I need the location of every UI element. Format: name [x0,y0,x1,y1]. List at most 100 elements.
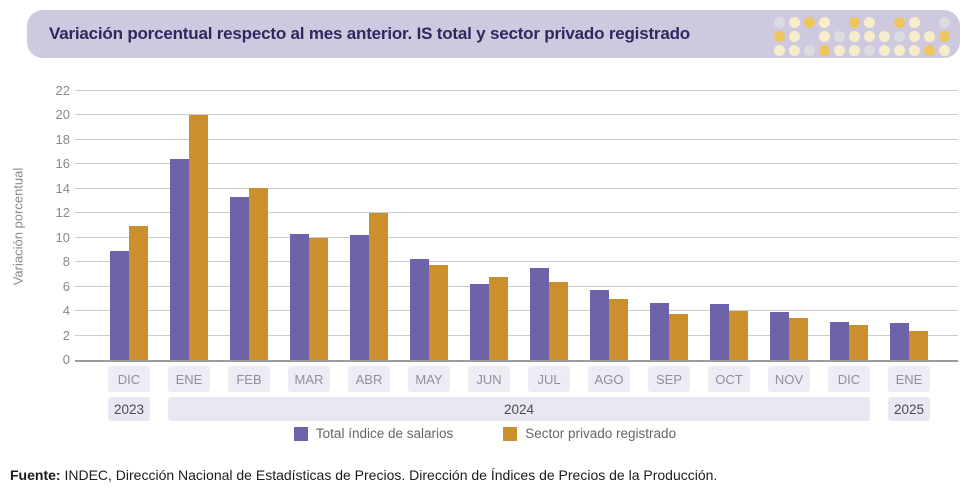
y-tick-18: 18 [55,131,70,147]
y-axis-ticks: 0 2 4 6 8 10 12 14 16 18 20 22 [30,83,70,367]
year-label-2024: 2024 [168,397,870,421]
month-label-sep-9: SEP [648,366,690,392]
y-tick-6: 6 [62,278,70,294]
y-tick-14: 14 [55,180,70,196]
bar-total-nov-11 [770,312,789,360]
gridline-12 [75,212,958,214]
dot-icon [834,45,845,56]
decorative-dots-pattern [774,17,950,56]
bar-privado-may-5 [429,264,448,360]
legend-swatch-total [293,426,308,441]
dot-icon [909,31,920,42]
bar-total-may-5 [410,258,429,360]
y-tick-4: 4 [62,303,70,319]
gridline-4 [75,310,958,312]
dot-icon [864,17,875,28]
month-label-dic-12: DIC [828,366,870,392]
x-axis-baseline [75,360,958,362]
gridline-14 [75,187,958,189]
bar-total-ene-13 [890,323,909,360]
dot-icon [924,17,935,28]
dot-icon [834,31,845,42]
dot-icon [789,17,800,28]
month-label-ene-13: ENE [888,366,930,392]
dot-icon [834,17,845,28]
bar-privado-ago-8 [609,298,628,360]
bar-privado-nov-11 [789,318,808,360]
dot-icon [819,45,830,56]
dot-icon [849,17,860,28]
dot-icon [774,17,785,28]
legend: Total índice de salarios Sector privado … [0,426,970,441]
dot-icon [879,17,890,28]
dot-icon [774,45,785,56]
gridline-6 [75,285,958,287]
x-axis-year-labels: 2023 2024 2025 [0,397,970,421]
dot-icon [939,31,950,42]
legend-label-total: Total índice de salarios [315,426,454,441]
legend-item-privado: Sector privado registrado [503,426,676,441]
dot-icon [819,31,830,42]
y-axis-title: Variación porcentual [10,167,26,286]
dot-icon [909,45,920,56]
dot-icon [789,45,800,56]
gridline-22 [75,90,958,91]
legend-item-total: Total índice de salarios [293,426,454,441]
month-label-abr-4: ABR [348,366,390,392]
month-label-ago-8: AGO [588,366,630,392]
y-tick-10: 10 [55,229,70,245]
bar-total-jul-7 [530,268,549,360]
bar-privado-ene-1 [189,115,208,360]
gridline-18 [75,138,958,140]
dot-icon [819,17,830,28]
month-label-feb-2: FEB [228,366,270,392]
dot-icon [789,31,800,42]
bar-privado-mar-3 [309,237,328,360]
year-label-2025: 2025 [888,397,930,421]
source-label: Fuente: [10,467,61,483]
dot-icon [849,45,860,56]
month-label-nov-11: NOV [768,366,810,392]
dot-icon [774,31,785,42]
bar-total-dic-0 [110,251,129,360]
dot-icon [894,17,905,28]
bar-total-abr-4 [350,235,369,360]
y-tick-20: 20 [55,107,70,123]
dot-icon [864,45,875,56]
y-tick-22: 22 [55,83,70,98]
bar-total-mar-3 [290,234,309,360]
month-label-mar-3: MAR [288,366,330,392]
source-text: INDEC, Dirección Nacional de Estadística… [60,467,718,483]
gridline-10 [75,236,958,238]
bar-privado-oct-10 [729,311,748,360]
x-axis-month-labels: DIC ENE FEB MAR ABR MAY JUN JUL AGO SEP OCT NOV DIC E… [0,366,970,392]
month-label-jul-7: JUL [528,366,570,392]
dot-row-1 [774,31,950,42]
dot-icon [909,17,920,28]
gridline-20 [75,114,958,116]
month-label-dic-0: DIC [108,366,150,392]
bar-total-ene-1 [170,159,189,360]
gridline-16 [75,163,958,165]
bar-privado-dic-0 [129,225,148,360]
bar-total-feb-2 [230,197,249,360]
month-label-may-5: MAY [408,366,450,392]
dot-row-2 [774,45,950,56]
bar-privado-abr-4 [369,213,388,360]
dot-icon [924,45,935,56]
gridline-8 [75,261,958,263]
dot-icon [879,45,890,56]
y-tick-8: 8 [62,254,70,270]
plot-area [75,90,958,362]
bar-total-dic-12 [830,322,849,360]
month-label-ene-1: ENE [168,366,210,392]
y-tick-0: 0 [62,352,70,367]
bar-total-ago-8 [590,290,609,360]
y-tick-2: 2 [62,327,70,343]
legend-label-privado: Sector privado registrado [525,426,677,441]
bar-total-sep-9 [650,302,669,360]
dot-icon [894,31,905,42]
dot-icon [924,31,935,42]
bar-privado-sep-9 [669,313,688,360]
source-note: Fuente: INDEC, Dirección Nacional de Est… [10,467,717,483]
